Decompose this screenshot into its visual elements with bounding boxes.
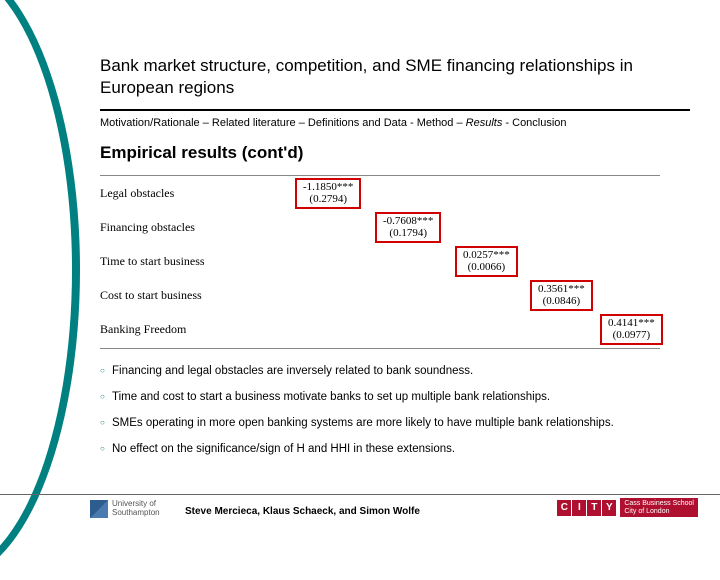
row-label: Cost to start business [100, 288, 235, 303]
bullet-item: No effect on the significance/sign of H … [100, 443, 690, 455]
footer: University of Southampton Steve Mercieca… [0, 494, 720, 530]
coef-value: 0.0257*** [463, 249, 510, 262]
coef-value: 0.4141*** [608, 317, 655, 330]
coef-value: 0.3561*** [538, 283, 585, 296]
breadcrumb-prefix: Motivation/Rationale – Related literatur… [100, 117, 466, 129]
table-bottom-line [100, 348, 660, 349]
cass-line1: Cass Business School [624, 500, 694, 508]
bullet-list: Financing and legal obstacles are invers… [100, 365, 690, 455]
university-southampton-logo: University of Southampton [90, 500, 160, 518]
breadcrumb-current: Results [466, 117, 503, 129]
bullet-item: Financing and legal obstacles are invers… [100, 365, 690, 377]
city-letter: T [587, 500, 601, 516]
breadcrumb: Motivation/Rationale – Related literatur… [100, 117, 690, 129]
arc-decoration [0, 0, 80, 580]
table-row: Financing obstacles -0.7608***(0.1794) [100, 210, 660, 244]
uos-text: University of Southampton [112, 500, 160, 518]
coefficient-box: 0.0257***(0.0066) [455, 246, 518, 277]
slide-title: Bank market structure, competition, and … [100, 55, 690, 99]
coefficient-box: 0.3561***(0.0846) [530, 280, 593, 311]
cass-logo: CITY Cass Business School City of London [557, 498, 698, 517]
authors-text: Steve Mercieca, Klaus Schaeck, and Simon… [185, 506, 420, 517]
city-letter: I [572, 500, 586, 516]
coefficient-box: -0.7608***(0.1794) [375, 212, 441, 243]
coef-se: (0.1794) [383, 227, 433, 240]
coef-se: (0.0066) [463, 261, 510, 274]
row-label: Banking Freedom [100, 322, 235, 337]
bullet-item: Time and cost to start a business motiva… [100, 391, 690, 403]
coef-value: -1.1850*** [303, 181, 353, 194]
table-row: Banking Freedom 0.4141***(0.0977) [100, 312, 660, 346]
row-label: Financing obstacles [100, 220, 235, 235]
coefficient-box: -1.1850***(0.2794) [295, 178, 361, 209]
coef-value: -0.7608*** [383, 215, 433, 228]
city-wordmark: CITY [557, 500, 616, 516]
breadcrumb-suffix: - Conclusion [502, 117, 566, 129]
uos-line2: Southampton [112, 509, 160, 518]
city-letter: C [557, 500, 571, 516]
coefficient-box: 0.4141***(0.0977) [600, 314, 663, 345]
row-label: Time to start business [100, 254, 235, 269]
coef-se: (0.0846) [538, 295, 585, 308]
coef-se: (0.2794) [303, 193, 353, 206]
uos-crest-icon [90, 500, 108, 518]
section-heading: Empirical results (cont'd) [100, 143, 690, 163]
cass-line2: City of London [624, 508, 694, 516]
title-rule [100, 109, 690, 111]
table-row: Legal obstacles -1.1850***(0.2794) [100, 176, 660, 210]
city-letter: Y [602, 500, 616, 516]
results-table: Legal obstacles-1.1850***(0.2794)Financi… [100, 175, 660, 349]
cass-text: Cass Business School City of London [620, 498, 698, 517]
coef-se: (0.0977) [608, 329, 655, 342]
table-row: Time to start business 0.0257***(0.0066) [100, 244, 660, 278]
row-label: Legal obstacles [100, 186, 235, 201]
table-row: Cost to start business 0.3561***(0.0846) [100, 278, 660, 312]
footer-rule [0, 494, 720, 495]
slide-content: Bank market structure, competition, and … [100, 55, 690, 469]
bullet-item: SMEs operating in more open banking syst… [100, 417, 690, 429]
